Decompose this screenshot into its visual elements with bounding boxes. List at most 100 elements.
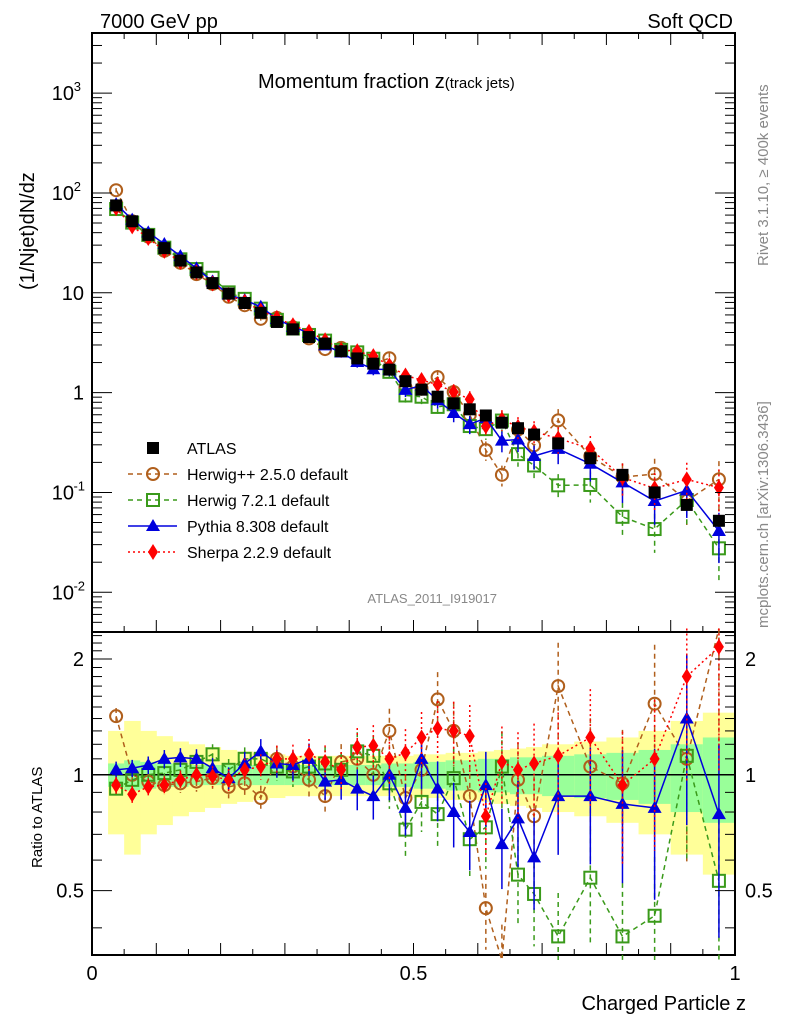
ratio-y-tick-label-right: 2 xyxy=(745,649,756,671)
y-tick-label-exponent: -2 xyxy=(73,578,85,593)
legend-label-atlas: ATLAS xyxy=(187,441,237,458)
ratio-point xyxy=(350,781,365,794)
atlas-data-point xyxy=(254,306,267,319)
ratio-point xyxy=(127,786,138,803)
header-left: 7000 GeV pp xyxy=(100,11,218,33)
ratio-point xyxy=(512,761,523,778)
ratio-point xyxy=(239,761,250,778)
atlas-data-point xyxy=(126,215,139,228)
ratio-point xyxy=(713,638,724,655)
atlas-data-point xyxy=(680,498,693,511)
data-point xyxy=(615,509,630,524)
ratio-point xyxy=(647,908,662,923)
atlas-data-point xyxy=(222,287,235,300)
ratio-point xyxy=(191,766,202,783)
ratio-point xyxy=(679,711,694,724)
atlas-data-point xyxy=(712,514,725,527)
atlas-data-point xyxy=(110,199,123,212)
ratio-point xyxy=(448,722,459,739)
data-point xyxy=(478,443,493,458)
ratio-point xyxy=(494,837,509,850)
legend-marker-atlas xyxy=(147,442,159,454)
ratio-point xyxy=(416,729,427,746)
atlas-data-point xyxy=(190,266,203,279)
atlas-data-point xyxy=(648,486,661,499)
ratio-point xyxy=(143,778,154,795)
data-point xyxy=(464,391,475,408)
atlas-data-point xyxy=(431,390,444,403)
atlas-data-point xyxy=(552,437,565,450)
atlas-data-point xyxy=(158,242,171,255)
atlas-data-point xyxy=(528,428,541,441)
ratio-point xyxy=(318,774,333,787)
atlas-data-point xyxy=(335,345,348,358)
ratio-point xyxy=(647,696,662,711)
ratio-point xyxy=(414,794,429,809)
atlas-data-point xyxy=(463,403,476,416)
atlas-data xyxy=(110,199,725,527)
legend-label: Sherpa 2.2.9 default xyxy=(187,545,332,562)
atlas-data-point xyxy=(367,357,380,370)
atlas-data-point xyxy=(286,323,299,336)
ratio-point xyxy=(157,751,172,764)
atlas-data-point xyxy=(415,383,428,396)
y-axis-label: (1/Njet)dN/dz xyxy=(17,172,39,290)
ratio-point xyxy=(551,679,566,694)
ratio-y-tick-label-right: 0.5 xyxy=(745,881,773,903)
data-point xyxy=(647,494,662,507)
ratio-point xyxy=(585,729,596,746)
atlas-data-point xyxy=(383,363,396,376)
ratio-point xyxy=(527,850,542,863)
ratio-point xyxy=(649,750,660,767)
ratio-point xyxy=(287,750,298,767)
ratio-point xyxy=(446,805,461,818)
y-tick-label: 10 xyxy=(52,582,74,604)
ratio-point xyxy=(271,750,282,767)
y-tick-label-exponent: 3 xyxy=(74,79,81,94)
ratio-point xyxy=(551,789,566,802)
data-point xyxy=(446,406,461,419)
band-inner xyxy=(526,757,543,795)
ratio-point xyxy=(304,746,315,763)
ratio-point xyxy=(510,867,525,882)
data-point xyxy=(681,471,692,488)
atlas-data-point xyxy=(616,468,629,481)
atlas-data-point xyxy=(584,452,597,465)
x-tick-label: 0.5 xyxy=(400,963,428,985)
ratio-point xyxy=(253,791,268,806)
atlas-data-point xyxy=(270,315,283,328)
ratio-point xyxy=(141,758,156,771)
y-tick-label: 10 xyxy=(52,183,74,205)
chart-title: Momentum fraction z(track jets) xyxy=(258,71,515,93)
ratio-point xyxy=(382,767,397,780)
data-point xyxy=(711,524,726,537)
ratio-y-tick-label-right: 1 xyxy=(745,765,756,787)
data-point xyxy=(494,433,509,446)
mcplots-text: mcplots.cern.ch [arXiv:1306.3436] xyxy=(755,401,772,628)
atlas-data-point xyxy=(319,337,332,350)
atlas-data-point xyxy=(495,416,508,429)
legend-marker xyxy=(146,519,160,531)
ratio-plot-series xyxy=(109,628,726,961)
legend-label: Herwig++ 2.5.0 default xyxy=(187,467,349,484)
analysis-id: ATLAS_2011_I919017 xyxy=(367,591,497,606)
ratio-point xyxy=(617,777,628,794)
ratio-y-axis-label: Ratio to ATLAS xyxy=(29,767,46,868)
ratio-point xyxy=(173,750,188,763)
atlas-data-point xyxy=(303,331,316,344)
ratio-point xyxy=(400,744,411,761)
y-tick-label: 10 xyxy=(52,482,74,504)
ratio-point xyxy=(430,692,445,707)
chart-title-main: Momentum fraction z xyxy=(258,71,445,93)
legend-marker xyxy=(146,493,160,507)
ratio-point xyxy=(430,781,445,794)
ratio-y-tick-label: 1 xyxy=(73,765,84,787)
ratio-point xyxy=(125,761,140,774)
ratio-point xyxy=(109,709,124,724)
ratio-point xyxy=(111,777,122,794)
ratio-point xyxy=(480,808,491,825)
y-tick-label: 1 xyxy=(73,383,84,405)
atlas-data-point xyxy=(511,422,524,435)
ratio-point xyxy=(159,777,170,794)
